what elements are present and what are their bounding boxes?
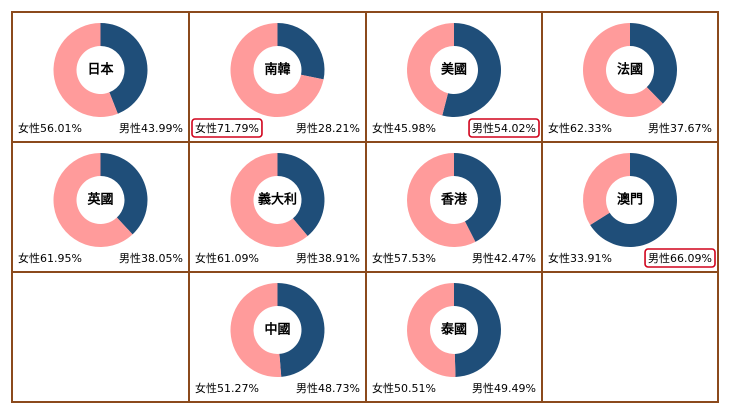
chart-title: 美國 xyxy=(441,62,467,78)
donut-segment xyxy=(454,153,502,242)
value-label: 女性33.91% xyxy=(548,251,612,265)
donut-segment xyxy=(230,153,308,247)
donut-segment xyxy=(406,153,476,247)
chart-title: 中國 xyxy=(264,322,290,338)
value-label: 男性54.02% xyxy=(472,121,536,135)
chart-title: 法國 xyxy=(617,62,643,78)
value-label: 男性38.05% xyxy=(119,251,183,265)
value-label: 女性51.27% xyxy=(195,381,259,395)
donut-segment xyxy=(277,153,325,237)
highlight-box xyxy=(644,248,716,268)
donut-segment xyxy=(53,153,133,248)
chart-title: 澳門 xyxy=(617,192,643,208)
chart-title: 義大利 xyxy=(258,192,297,208)
value-label: 男性48.73% xyxy=(296,381,360,395)
donut-segment xyxy=(53,23,118,117)
value-label: 男性42.47% xyxy=(472,251,536,265)
donut-segment xyxy=(100,23,148,114)
grid-frame xyxy=(11,11,719,403)
value-label: 男性37.67% xyxy=(648,121,712,135)
highlight-box xyxy=(468,118,540,138)
donut-segment xyxy=(230,283,282,378)
value-label: 女性57.53% xyxy=(372,251,436,265)
donut-segment xyxy=(277,283,325,377)
value-label: 男性28.21% xyxy=(296,121,360,135)
donut-segment xyxy=(454,283,501,377)
value-label: 女性62.33% xyxy=(548,121,612,135)
donut-segment xyxy=(277,23,325,80)
donut-segment xyxy=(406,283,456,378)
donut-segment xyxy=(100,153,148,235)
chart-title: 南韓 xyxy=(264,62,290,78)
value-label: 男性38.91% xyxy=(296,251,360,265)
value-label: 女性45.98% xyxy=(372,121,436,135)
value-label: 男性49.49% xyxy=(472,381,536,395)
chart-title: 英國 xyxy=(86,192,113,208)
value-label: 女性56.01% xyxy=(18,121,82,135)
value-label: 男性43.99% xyxy=(119,121,183,135)
donut-segment xyxy=(583,153,630,225)
value-label: 男性66.09% xyxy=(648,251,712,265)
value-label: 女性50.51% xyxy=(372,381,436,395)
chart-title: 香港 xyxy=(440,192,468,208)
value-label: 女性71.79% xyxy=(195,121,259,135)
donut-segment xyxy=(590,153,677,248)
highlight-box xyxy=(191,118,263,138)
donut-segment xyxy=(630,23,677,104)
value-label: 女性61.09% xyxy=(195,251,259,265)
chart-title: 泰國 xyxy=(440,322,467,338)
chart-title: 日本 xyxy=(87,62,113,78)
donut-segment xyxy=(582,23,663,118)
donut-segment xyxy=(230,23,324,117)
donut-segment xyxy=(442,23,502,117)
value-label: 女性61.95% xyxy=(18,251,82,265)
donut-segment xyxy=(407,23,454,116)
